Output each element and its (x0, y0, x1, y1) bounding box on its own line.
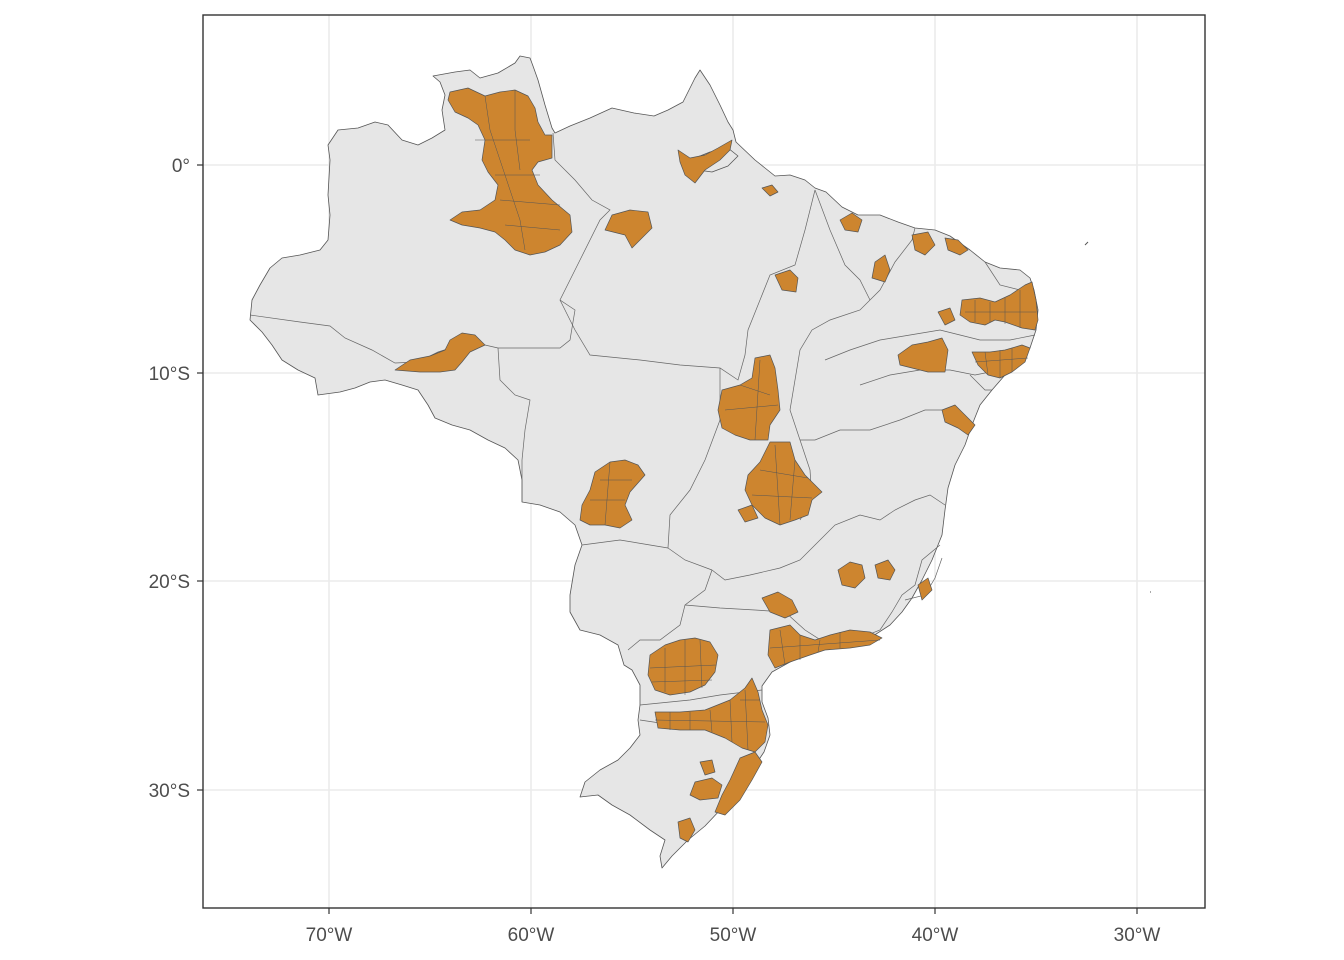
cluster-sao-paulo-north (761, 591, 799, 619)
cluster-acre (394, 332, 486, 373)
x-tick-label-70w: 70°W (306, 925, 353, 946)
cluster-espirito-santo (917, 577, 933, 601)
x-tick-label-50w: 50°W (710, 925, 757, 946)
cluster-amapa (677, 139, 733, 184)
x-axis-labels: 70°W 60°W 50°W 40°W 30°W (306, 925, 1161, 946)
cluster-bahia-north (897, 337, 949, 373)
cluster-rs-west (699, 759, 716, 776)
cluster-mato-grosso (579, 459, 646, 529)
cluster-rn-pb-pe (959, 281, 1039, 331)
cluster-minas-1 (837, 561, 866, 589)
cluster-rs-south (677, 817, 696, 843)
cluster-ceara-2 (944, 237, 969, 256)
fernando-de-noronha (1084, 241, 1089, 246)
cluster-para-coast (761, 184, 779, 197)
panel-border (202, 14, 1206, 909)
x-tick-label-30w: 30°W (1114, 925, 1161, 946)
cluster-north-amazonas (447, 87, 573, 256)
cluster-minas-2 (874, 559, 896, 581)
cluster-sao-paulo-coast (767, 624, 883, 669)
cluster-piaui-north (871, 254, 891, 283)
cluster-ceara-south (937, 307, 956, 326)
cluster-rs-center (689, 777, 723, 801)
cluster-maranhao-north (839, 212, 863, 233)
cluster-ceara-1 (911, 231, 936, 256)
x-axis-ticks (328, 908, 1138, 914)
x-tick-label-40w: 40°W (912, 925, 959, 946)
y-tick-label-0: 0° (172, 156, 190, 177)
y-axis-labels: 0° 10°S 20°S 30°S (149, 156, 190, 802)
y-tick-label-20s: 20°S (149, 572, 190, 593)
y-axis-ticks (197, 164, 203, 791)
cluster-santa-catarina (654, 677, 769, 753)
x-tick-label-60w: 60°W (508, 925, 555, 946)
highlighted-municipalities (394, 87, 1039, 843)
cluster-maranhao-center (774, 269, 799, 293)
y-tick-label-30s: 30°S (149, 781, 190, 802)
cluster-goias-west (737, 504, 759, 523)
cluster-tocantins (717, 354, 781, 441)
cluster-para-central (604, 209, 653, 249)
cluster-rs-coast (714, 751, 763, 816)
cluster-goias (744, 441, 823, 526)
cluster-bahia-coast (941, 404, 976, 436)
y-tick-label-10s: 10°S (149, 364, 190, 385)
